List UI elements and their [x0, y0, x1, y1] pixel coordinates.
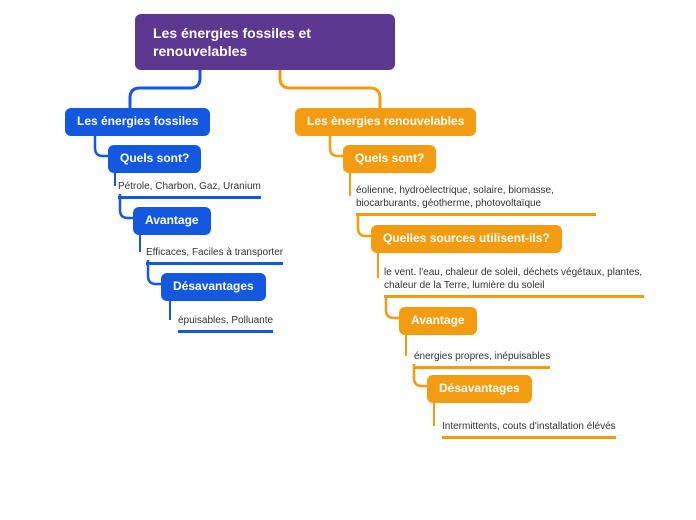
fossiles-q2-label: Avantage — [145, 213, 199, 227]
renouv-q2-answer: le vent. l'eau, chaleur de soleil, déche… — [384, 266, 644, 298]
fossiles-q3-answer: épuisables, Polluante — [178, 314, 273, 333]
fossiles-q2-answer: Efficaces, Faciles à transporter — [146, 246, 283, 265]
root-node: Les énergies fossiles et renouvelables — [135, 14, 395, 70]
renouvelables-title: Les ènergies renouvelables — [307, 114, 464, 128]
renouv-q3-label: Avantage — [411, 313, 465, 327]
fossiles-node: Les énergies fossiles — [65, 108, 210, 136]
renouv-q3-node: Avantage — [399, 307, 477, 335]
fossiles-q3-node: Désavantages — [161, 273, 266, 301]
fossiles-q2-node: Avantage — [133, 207, 211, 235]
renouv-q2-node: Quelles sources utilisent-ils? — [371, 225, 562, 253]
renouv-q2-label: Quelles sources utilisent-ils? — [383, 231, 550, 245]
fossiles-title: Les énergies fossiles — [77, 114, 198, 128]
renouv-q4-answer: Intermittents, couts d'installation élév… — [442, 420, 616, 439]
renouv-q1-label: Quels sont? — [355, 151, 424, 165]
fossiles-q1-node: Quels sont? — [108, 145, 201, 173]
renouv-q4-node: Désavantages — [427, 375, 532, 403]
renouv-q1-node: Quels sont? — [343, 145, 436, 173]
renouv-q3-answer: énergies propres, inépuisables — [414, 350, 550, 369]
connector-lines — [0, 0, 696, 520]
fossiles-q1-answer: Pétrole, Charbon, Gaz, Uranium — [118, 180, 261, 199]
fossiles-q1-label: Quels sont? — [120, 151, 189, 165]
renouv-q1-answer: éolienne, hydroèlectrique, solaire, biom… — [356, 184, 596, 216]
renouvelables-node: Les ènergies renouvelables — [295, 108, 476, 136]
root-title: Les énergies fossiles et renouvelables — [153, 25, 311, 59]
renouv-q4-label: Désavantages — [439, 381, 520, 395]
fossiles-q3-label: Désavantages — [173, 279, 254, 293]
